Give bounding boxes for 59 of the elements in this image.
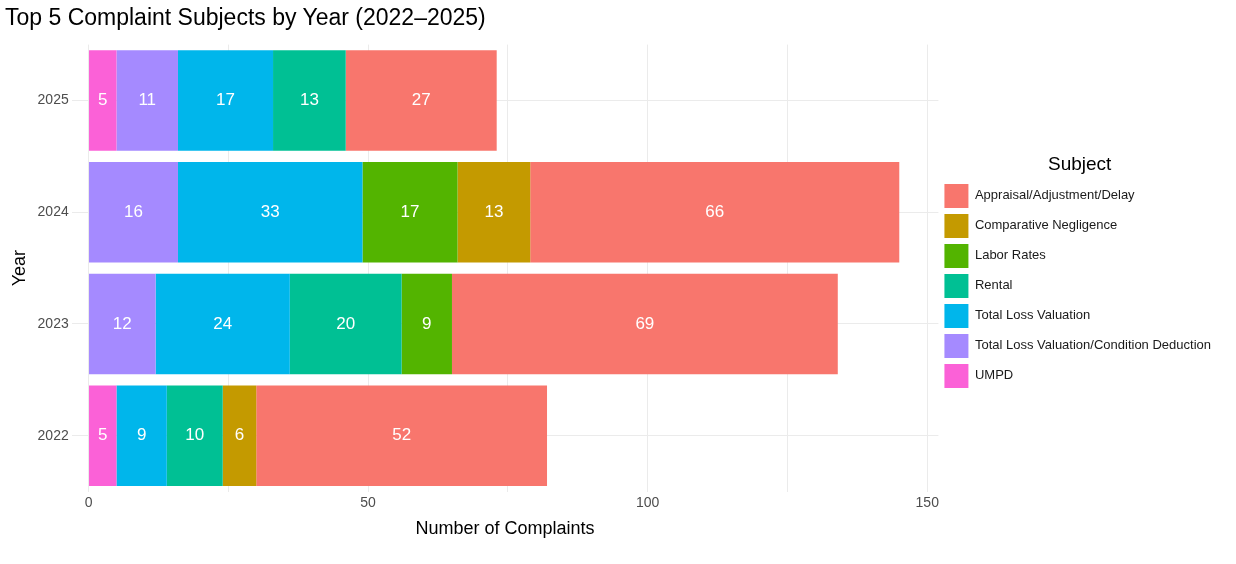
- bar: [457, 161, 531, 263]
- data-label: 12: [112, 313, 132, 333]
- bar: [273, 50, 346, 151]
- legend-label: Total Loss Valuation: [974, 307, 1091, 323]
- data-label: 33: [260, 201, 280, 221]
- data-label: 13: [484, 201, 504, 221]
- data-label: 11: [138, 90, 157, 110]
- bar: [256, 385, 548, 487]
- bar: [116, 50, 178, 151]
- bar: [362, 161, 458, 263]
- data-label: 13: [299, 90, 319, 110]
- data-label: 9: [422, 313, 432, 333]
- y-tick-label: 2024: [37, 203, 69, 220]
- data-label: 20: [336, 313, 356, 333]
- data-label: 5: [98, 425, 108, 445]
- bar: [177, 50, 274, 151]
- bar: [89, 50, 117, 151]
- x-axis-title: Number of Complaints: [415, 518, 595, 539]
- y-tick-label: 2025: [37, 91, 69, 108]
- data-label: 69: [635, 313, 655, 333]
- bar: [155, 273, 290, 375]
- data-label: 52: [392, 425, 412, 445]
- legend-label: Rental: [974, 277, 1013, 293]
- x-tick-label: 50: [360, 493, 377, 510]
- y-axis-title: Year: [8, 249, 29, 287]
- y-tick-label: 2023: [37, 314, 69, 331]
- bar: [89, 273, 156, 375]
- data-label: 27: [411, 90, 431, 110]
- data-label: 66: [705, 201, 725, 221]
- bar: [530, 161, 900, 263]
- bar: [177, 161, 363, 263]
- bar: [89, 385, 117, 487]
- legend-label: Total Loss Valuation/Condition Deduction: [974, 337, 1211, 353]
- bar: [345, 50, 497, 151]
- legend-label: Comparative Negligence: [974, 217, 1118, 233]
- bar: [166, 385, 223, 487]
- data-label: 9: [136, 425, 147, 445]
- bar: [222, 385, 257, 487]
- bar: [289, 273, 402, 375]
- bar: [401, 273, 452, 375]
- data-label: 17: [400, 201, 420, 221]
- data-label: 6: [234, 425, 245, 445]
- data-label: 17: [216, 90, 235, 110]
- chart-title: Top 5 Complaint Subjects by Year (2022–2025): [5, 4, 486, 31]
- legend-label: Appraisal/Adjustment/Delay: [974, 187, 1136, 203]
- bar: [116, 385, 167, 487]
- legend-title: Subject: [1048, 152, 1113, 174]
- data-label: 5: [98, 90, 108, 110]
- x-tick-label: 100: [635, 493, 660, 510]
- bar: [89, 161, 178, 263]
- legend-label: Labor Rates: [974, 247, 1047, 263]
- bar: [451, 273, 838, 375]
- x-tick-label: 150: [915, 493, 940, 510]
- data-label: 24: [213, 313, 233, 333]
- legend-label: UMPD: [974, 367, 1014, 383]
- x-tick-label: 0: [84, 493, 93, 510]
- data-label: 10: [185, 425, 205, 445]
- data-label: 16: [124, 201, 143, 221]
- y-tick-label: 2022: [37, 426, 69, 443]
